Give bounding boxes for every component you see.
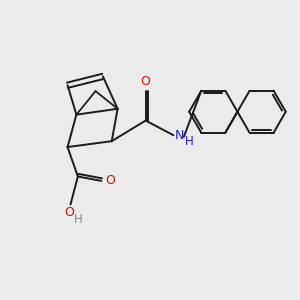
Text: O: O bbox=[64, 206, 74, 219]
Text: O: O bbox=[141, 75, 151, 88]
Text: H: H bbox=[185, 135, 194, 148]
Text: H: H bbox=[74, 213, 83, 226]
Text: O: O bbox=[105, 174, 115, 188]
Text: N: N bbox=[175, 129, 184, 142]
